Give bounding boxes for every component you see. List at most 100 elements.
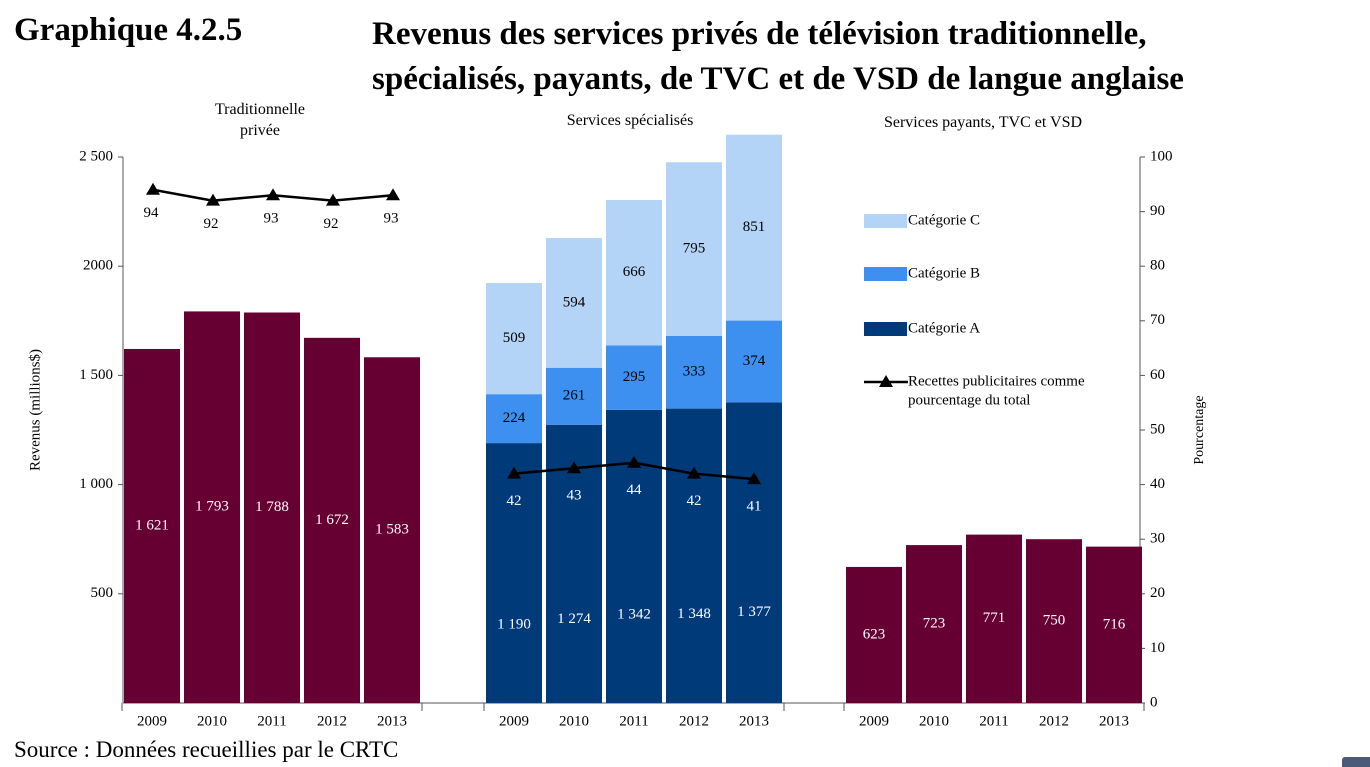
source-note: Source : Données recueillies par le CRTC [14, 737, 399, 762]
bar-data-label: 1 348 [677, 606, 711, 622]
right-tick-label: 10 [1150, 640, 1165, 656]
x-tick-label: 2010 [919, 713, 949, 729]
bar-data-label: 851 [743, 219, 766, 235]
bar-category-b [666, 335, 722, 409]
bar-category-a [666, 408, 722, 703]
left-axis-title: Revenus (millions$) [27, 349, 43, 471]
bar-category-b [606, 345, 662, 410]
bar-data-label: 623 [863, 626, 886, 642]
left-tick-label: 500 [91, 585, 114, 601]
bar-data-label: 723 [923, 615, 946, 631]
x-tick-label: 2009 [137, 713, 167, 729]
bar-data-label: 666 [623, 264, 646, 280]
bar-revenue [244, 312, 300, 703]
left-tick-label: 1 000 [79, 476, 113, 492]
x-tick-label: 2011 [979, 713, 1008, 729]
legend-swatch-category-b [864, 267, 907, 281]
ad-share-label: 92 [204, 216, 219, 232]
bar-data-label: 509 [503, 330, 526, 346]
bar-data-label: 374 [743, 353, 766, 369]
ad-share-marker [206, 193, 220, 206]
panel-title-pay: Services payants, TVC et VSD [838, 112, 1128, 133]
panel-title-specialty: Services spécialisés [520, 110, 740, 131]
legend-label-line-2: pourcentage du total [908, 392, 1030, 408]
x-tick-label: 2013 [739, 713, 769, 729]
x-tick-label: 2012 [679, 713, 709, 729]
x-tick-label: 2012 [1039, 713, 1069, 729]
bar-data-label: 261 [563, 388, 586, 404]
x-tick-label: 2009 [859, 713, 889, 729]
bar-data-label: 1 190 [497, 616, 531, 632]
corner-decoration [1342, 757, 1370, 767]
figure-title-line-1: Revenus des services privés de télévisio… [372, 16, 1147, 52]
bar-revenue [846, 566, 902, 703]
panel-title-specialty-line-1: Services spécialisés [566, 112, 694, 129]
bar-revenue [1026, 539, 1082, 703]
legend-label-category-b: Catégorie B [908, 265, 980, 281]
bar-category-a [606, 409, 662, 703]
bar-category-c [606, 200, 662, 346]
legend-label-line-1: Recettes publicitaires comme [908, 373, 1085, 389]
bar-data-label: 333 [683, 364, 706, 380]
ad-share-marker [146, 182, 160, 195]
bar-data-label: 1 583 [375, 522, 409, 538]
bar-revenue [906, 545, 962, 703]
figure-number: Graphique 4.2.5 [14, 12, 243, 48]
legend-label-category-a: Catégorie A [908, 320, 980, 336]
bar-revenue [966, 534, 1022, 703]
legend-swatch-category-c [864, 214, 907, 228]
ad-share-label: 41 [747, 499, 762, 515]
bar-data-label: 750 [1043, 613, 1066, 629]
bar-category-b [486, 394, 542, 444]
ad-share-marker [386, 188, 400, 201]
panel-title-pay-line-1: Services payants, TVC et VSD [883, 114, 1083, 131]
panel-title-traditional-line-1: Traditionnelle [214, 101, 306, 118]
x-tick-label: 2010 [559, 713, 589, 729]
right-tick-label: 80 [1150, 258, 1165, 274]
bar-category-a [486, 443, 542, 703]
figure-title-line-2: spécialisés, payants, de TVC et de VSD d… [372, 61, 1184, 97]
bar-category-c [726, 134, 782, 321]
bar-revenue [124, 348, 180, 703]
bar-category-b [546, 367, 602, 425]
ad-share-label: 42 [687, 493, 702, 509]
ad-share-label: 94 [144, 205, 160, 221]
bar-category-b [726, 320, 782, 403]
bar-data-label: 1 377 [737, 604, 771, 620]
ad-share-label: 93 [384, 211, 399, 227]
bar-data-label: 1 274 [557, 611, 591, 627]
x-tick-label: 2013 [1099, 713, 1129, 729]
right-tick-label: 40 [1150, 476, 1165, 492]
legend-swatch-category-a [864, 322, 907, 336]
figure-title: Revenus des services privés de télévisio… [372, 12, 1184, 102]
bar-data-label: 295 [623, 369, 646, 385]
ad-share-marker [266, 188, 280, 201]
legend-label-category-c: Catégorie C [908, 212, 980, 228]
bar-data-label: 771 [983, 610, 1006, 626]
right-tick-label: 20 [1150, 585, 1165, 601]
ad-share-marker [747, 472, 761, 485]
bar-data-label: 1 793 [195, 499, 229, 515]
x-tick-label: 2012 [317, 713, 347, 729]
left-tick-label: 2000 [83, 258, 113, 274]
x-tick-label: 2011 [619, 713, 648, 729]
right-tick-label: 50 [1150, 421, 1165, 437]
bar-revenue [184, 311, 240, 703]
x-tick-label: 2010 [197, 713, 227, 729]
bar-category-c [546, 238, 602, 368]
right-tick-label: 0 [1150, 694, 1158, 710]
bar-data-label: 1 672 [315, 512, 349, 528]
ad-share-marker [687, 466, 701, 479]
right-tick-label: 90 [1150, 203, 1165, 219]
bar-revenue [364, 357, 420, 703]
ad-share-label: 43 [567, 488, 582, 504]
bar-data-label: 1 788 [255, 499, 289, 515]
left-tick-label: 1 500 [79, 367, 113, 383]
x-tick-label: 2009 [499, 713, 529, 729]
panel-title-traditional-line-2: privée [240, 122, 280, 139]
bar-data-label: 1 342 [617, 607, 651, 623]
x-tick-label: 2013 [377, 713, 407, 729]
right-tick-label: 100 [1150, 148, 1173, 164]
ad-share-marker [326, 193, 340, 206]
bar-revenue [1086, 546, 1142, 703]
